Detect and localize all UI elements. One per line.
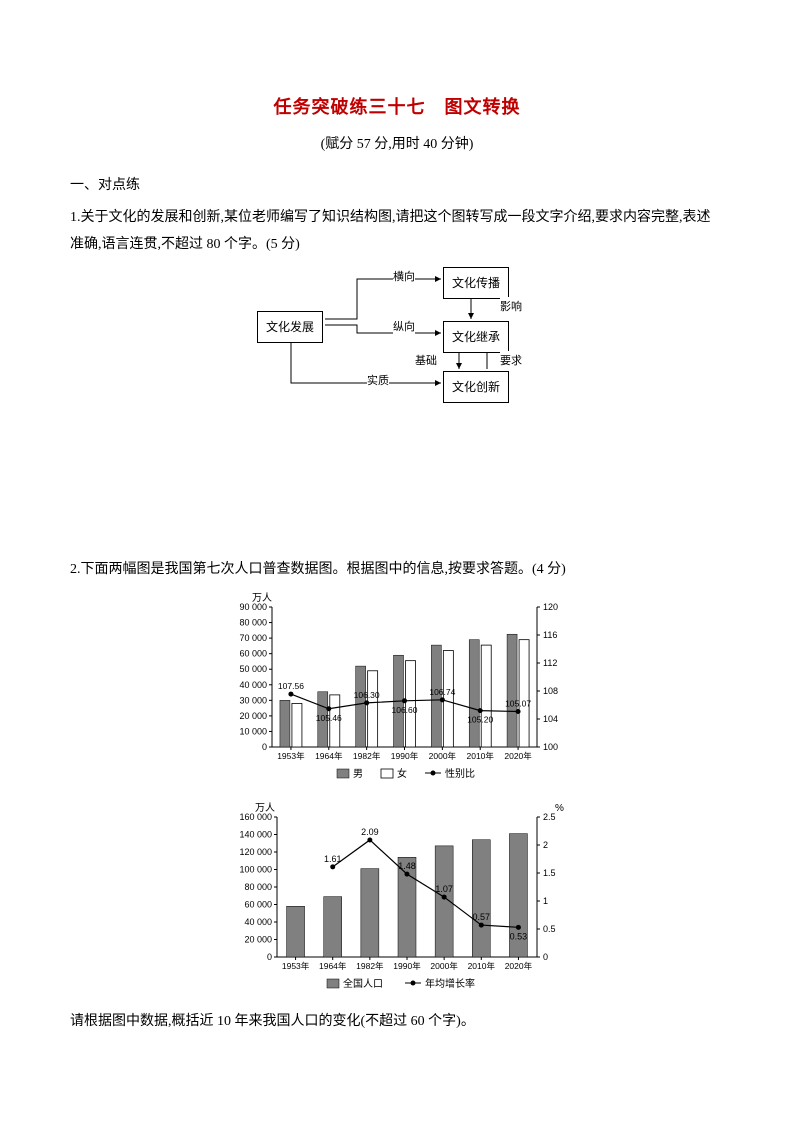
edge-label-require: 要求 <box>500 351 522 372</box>
svg-text:男: 男 <box>353 768 363 780</box>
svg-text:105.20: 105.20 <box>467 715 493 725</box>
svg-text:1.61: 1.61 <box>324 854 342 864</box>
svg-text:1953年: 1953年 <box>277 751 305 761</box>
svg-text:2.09: 2.09 <box>361 827 379 837</box>
svg-text:2020年: 2020年 <box>505 961 533 971</box>
svg-text:105.07: 105.07 <box>505 699 531 709</box>
svg-text:120: 120 <box>543 602 558 612</box>
node-development: 文化发展 <box>257 311 323 344</box>
svg-text:0.5: 0.5 <box>543 924 556 934</box>
svg-text:90 000: 90 000 <box>239 602 267 612</box>
svg-text:1.5: 1.5 <box>543 868 556 878</box>
svg-text:100: 100 <box>543 742 558 752</box>
page-title: 任务突破练三十七 图文转换 <box>70 90 724 124</box>
svg-text:30 000: 30 000 <box>239 695 267 705</box>
node-spread: 文化传播 <box>443 267 509 300</box>
svg-text:1.07: 1.07 <box>435 884 453 894</box>
svg-text:106.30: 106.30 <box>354 690 380 700</box>
svg-text:112: 112 <box>543 658 557 668</box>
svg-text:40 000: 40 000 <box>239 680 267 690</box>
svg-text:1.48: 1.48 <box>398 861 416 871</box>
edge-label-basis: 基础 <box>415 351 437 372</box>
svg-text:0: 0 <box>262 742 267 752</box>
chart-2: 万人%020 00040 00060 00080 000100 000120 0… <box>70 799 724 999</box>
svg-text:2020年: 2020年 <box>504 751 532 761</box>
svg-text:1982年: 1982年 <box>356 961 384 971</box>
svg-text:2000年: 2000年 <box>430 961 458 971</box>
svg-text:140 000: 140 000 <box>239 830 272 840</box>
edge-label-vert: 纵向 <box>393 317 415 338</box>
question-2: 2.下面两幅图是我国第七次人口普查数据图。根据图中的信息,按要求答题。(4 分) <box>70 557 724 584</box>
svg-text:1982年: 1982年 <box>353 751 381 761</box>
svg-text:%: % <box>555 803 564 814</box>
svg-text:0: 0 <box>543 952 548 962</box>
svg-text:女: 女 <box>397 767 407 780</box>
svg-text:20 000: 20 000 <box>239 711 267 721</box>
svg-text:160 000: 160 000 <box>239 812 272 822</box>
edge-label-horiz: 横向 <box>393 267 415 288</box>
svg-text:1964年: 1964年 <box>319 961 347 971</box>
svg-text:1990年: 1990年 <box>393 961 421 971</box>
node-inherit: 文化继承 <box>443 321 509 354</box>
svg-text:60 000: 60 000 <box>239 649 267 659</box>
page-subtitle: (赋分 57 分,用时 40 分钟) <box>70 132 724 159</box>
svg-text:20 000: 20 000 <box>244 935 272 945</box>
svg-text:100 000: 100 000 <box>239 865 272 875</box>
svg-text:2010年: 2010年 <box>468 961 496 971</box>
svg-text:105.46: 105.46 <box>316 713 342 723</box>
svg-text:104: 104 <box>543 714 558 724</box>
svg-text:全国人口: 全国人口 <box>343 977 383 990</box>
svg-text:106.74: 106.74 <box>429 687 455 697</box>
svg-text:60 000: 60 000 <box>244 900 272 910</box>
svg-text:2010年: 2010年 <box>467 751 495 761</box>
chart-1: 万人010 00020 00030 00040 00050 00060 0007… <box>70 589 724 789</box>
svg-text:0.57: 0.57 <box>473 912 491 922</box>
svg-text:116: 116 <box>543 630 557 640</box>
edge-label-influence: 影响 <box>500 297 522 318</box>
svg-text:2000年: 2000年 <box>429 751 457 761</box>
svg-text:性别比: 性别比 <box>445 767 475 780</box>
svg-text:106.60: 106.60 <box>392 705 418 715</box>
svg-text:1964年: 1964年 <box>315 751 343 761</box>
svg-text:80 000: 80 000 <box>244 882 272 892</box>
svg-text:1990年: 1990年 <box>391 751 419 761</box>
svg-text:10 000: 10 000 <box>239 727 267 737</box>
svg-text:0.53: 0.53 <box>510 931 528 941</box>
node-innovate: 文化创新 <box>443 371 509 404</box>
svg-text:107.56: 107.56 <box>278 681 304 691</box>
flow-diagram: 文化发展 文化传播 文化继承 文化创新 横向 纵向 实质 影响 基础 要求 <box>70 267 724 397</box>
svg-text:108: 108 <box>543 686 558 696</box>
svg-text:2.5: 2.5 <box>543 812 556 822</box>
question-1: 1.关于文化的发展和创新,某位老师编写了知识结构图,请把这个图转写成一段文字介绍… <box>70 205 724 258</box>
svg-text:0: 0 <box>267 952 272 962</box>
svg-text:1953年: 1953年 <box>282 961 310 971</box>
question-2b: 请根据图中数据,概括近 10 年来我国人口的变化(不超过 60 个字)。 <box>70 1009 724 1036</box>
svg-text:80 000: 80 000 <box>239 618 267 628</box>
svg-text:40 000: 40 000 <box>244 917 272 927</box>
edge-label-essence: 实质 <box>367 371 389 392</box>
section-heading: 一、对点练 <box>70 173 724 200</box>
svg-text:1: 1 <box>543 896 548 906</box>
svg-text:2: 2 <box>543 840 548 850</box>
svg-text:年均增长率: 年均增长率 <box>425 977 475 990</box>
svg-text:120 000: 120 000 <box>239 847 272 857</box>
svg-text:70 000: 70 000 <box>239 633 267 643</box>
svg-text:50 000: 50 000 <box>239 664 267 674</box>
